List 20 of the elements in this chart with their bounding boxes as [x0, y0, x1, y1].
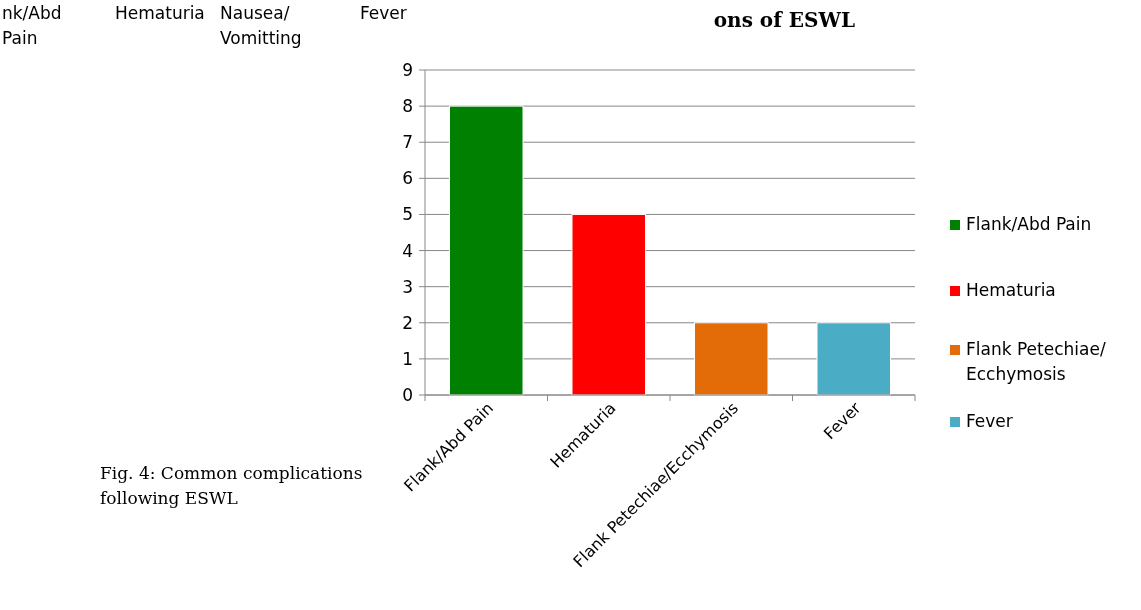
- y-tick-label: 8: [402, 96, 413, 117]
- legend-label: Flank Petechiae/Ecchymosis: [966, 339, 1106, 384]
- y-tick-label: 7: [402, 132, 413, 153]
- caption: Fig. 4: Common complications following ESWL: [100, 463, 363, 508]
- y-tick-label: 9: [402, 59, 413, 80]
- text: Fever: [360, 3, 407, 23]
- chart-title: ons of ESWL: [713, 8, 855, 32]
- y-tick-label: 2: [402, 312, 413, 333]
- y-tick-label: 5: [402, 204, 413, 225]
- y-tick-label: 0: [402, 384, 413, 405]
- y-tick-label: 1: [402, 348, 413, 369]
- y-tick-label: 3: [402, 276, 413, 297]
- text: nk/Abd Pain: [2, 3, 62, 48]
- y-tick-label: 4: [402, 240, 413, 261]
- legend-label: Fever: [966, 411, 1013, 431]
- legend-label: Hematuria: [966, 280, 1056, 300]
- text: Hematuria: [115, 3, 205, 23]
- y-tick-label: 6: [402, 168, 413, 189]
- text: Nausea/ Vomitting: [220, 3, 302, 48]
- legend-label: Flank/Abd Pain: [966, 214, 1092, 234]
